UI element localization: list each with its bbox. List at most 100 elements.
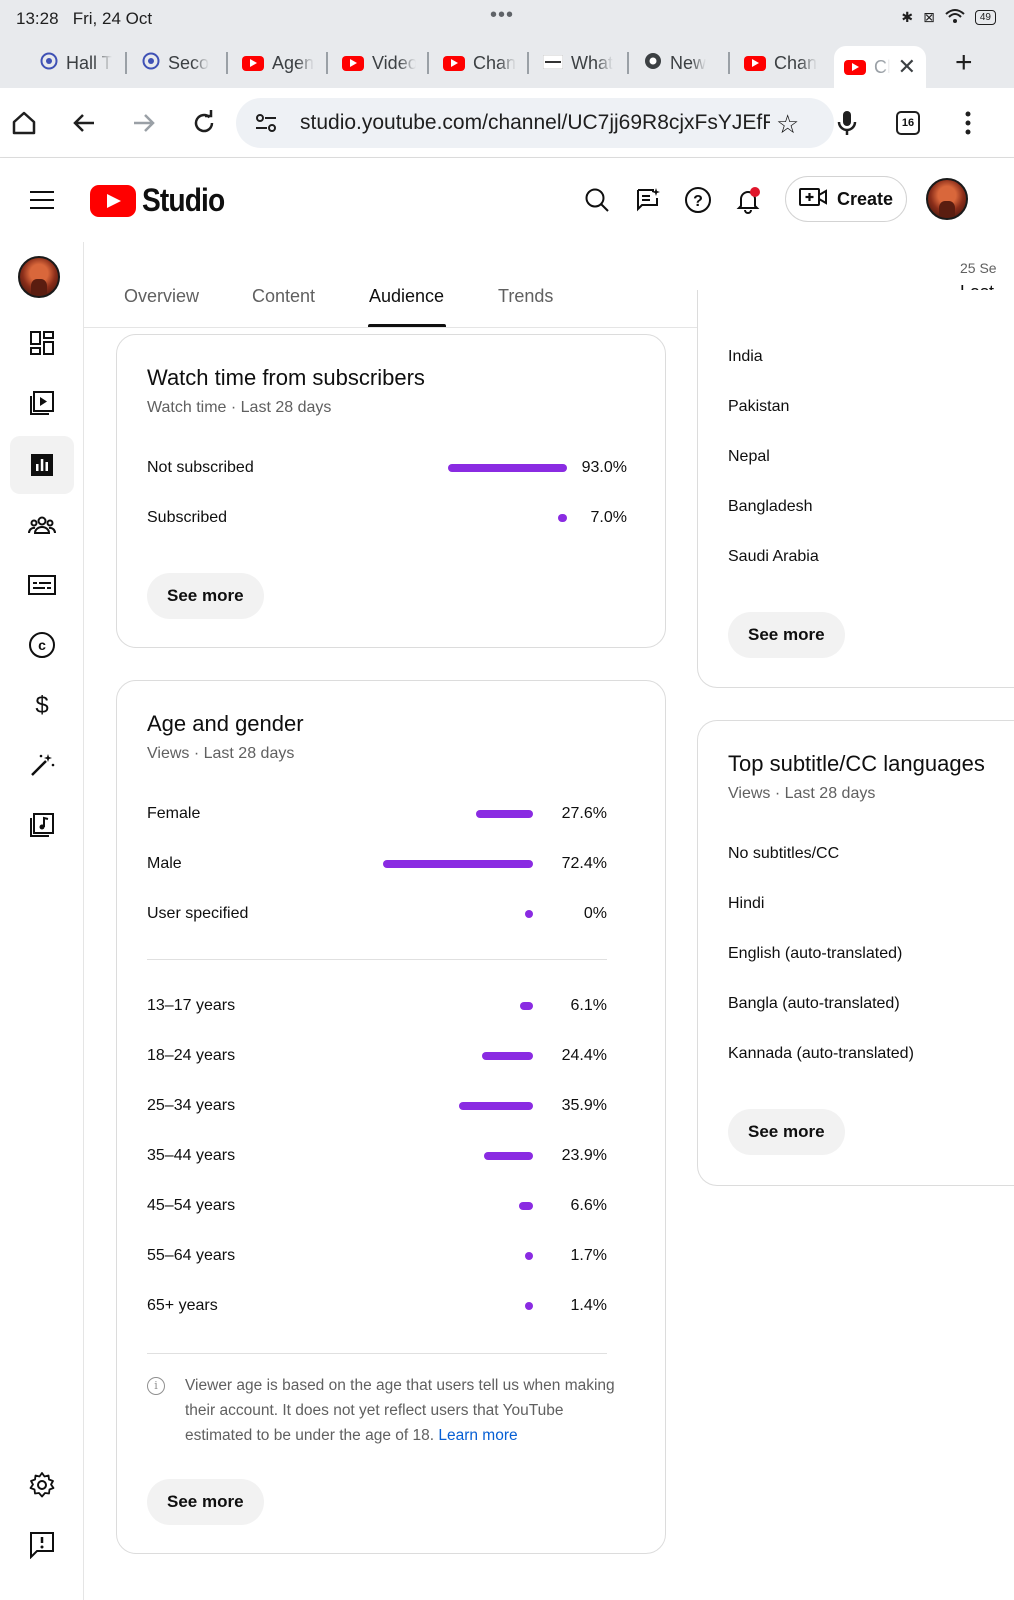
age-value: 1.7% (570, 1247, 607, 1264)
card-title: Top subtitle/CC languages (728, 751, 985, 776)
nav-community-icon[interactable] (10, 496, 74, 554)
top-geographies-card: India Pakistan Nepal Bangladesh Saudi Ar… (697, 290, 1014, 688)
more-menu-icon[interactable] (950, 105, 986, 141)
site-settings-icon[interactable] (254, 112, 278, 139)
battery-icon: 49 (974, 10, 996, 25)
browser-tab-label: Chan (774, 52, 818, 73)
chrome-icon (644, 52, 662, 75)
svg-text:?: ? (693, 193, 703, 210)
svg-text:c: c (38, 637, 46, 653)
studio-logo[interactable]: Studio (90, 182, 236, 219)
nav-settings-gear-icon[interactable] (10, 1456, 74, 1514)
age-label: 45–54 years (147, 1197, 236, 1214)
share-bar (459, 1102, 533, 1110)
age-value: 6.1% (570, 997, 607, 1014)
nav-customization-wand-icon[interactable] (10, 736, 74, 794)
browser-tab[interactable]: Seco (142, 46, 216, 80)
browser-tab[interactable]: Chan (744, 46, 820, 80)
nav-analytics-icon[interactable] (10, 436, 74, 494)
status-time: 13:28 Fri, 24 Oct (16, 9, 153, 28)
see-more-button[interactable]: See more (147, 573, 264, 619)
nav-subtitles-icon[interactable] (10, 556, 74, 614)
browser-tab[interactable]: Chan (443, 46, 517, 80)
microphone-icon[interactable] (829, 105, 865, 141)
youtube-icon (443, 55, 465, 71)
nav-content-icon[interactable] (10, 374, 74, 432)
nav-dashboard-icon[interactable] (10, 314, 74, 372)
tab-trends[interactable]: Trends (498, 286, 554, 306)
share-bar (525, 910, 533, 918)
new-tab-icon[interactable]: + (955, 46, 973, 79)
url-text[interactable]: studio.youtube.com/channel/UC7jj69R8cjxF… (300, 111, 770, 134)
gender-value: 72.4% (561, 855, 607, 872)
browser-tab-active[interactable]: Ch ✕ (834, 46, 926, 88)
share-bar (525, 1302, 533, 1310)
browser-tab[interactable]: Video (342, 46, 416, 80)
gender-value: 0% (583, 905, 607, 922)
age-value: 6.6% (570, 1197, 607, 1214)
browser-tab[interactable]: Agen (242, 46, 316, 80)
browser-tab-label: Hall T (66, 52, 112, 73)
age-label: 65+ years (147, 1297, 218, 1314)
share-bar (482, 1052, 533, 1060)
youtube-logo-icon (90, 184, 136, 217)
account-avatar[interactable] (926, 178, 968, 220)
browser-tab[interactable]: New (644, 46, 718, 80)
forward-icon[interactable] (126, 105, 162, 141)
subtitle-languages-card: Top subtitle/CC languages Views · Last 2… (697, 720, 1014, 1186)
globe-icon (40, 52, 58, 75)
nav-copyright-icon[interactable]: c (10, 616, 74, 674)
language-name: Hindi (728, 895, 765, 912)
card-subtitle: Watch time · Last 28 days (147, 399, 332, 416)
note-text: Viewer age is based on the age that user… (185, 1377, 615, 1444)
card-title: Watch time from subscribers (147, 365, 425, 390)
channel-avatar[interactable] (18, 256, 60, 298)
home-icon[interactable] (6, 105, 42, 141)
nav-earn-dollar-icon[interactable]: $ (10, 676, 74, 734)
tab-switcher-button[interactable]: 16 (890, 105, 926, 141)
share-bar (520, 1002, 533, 1010)
country-name: Bangladesh (728, 498, 813, 515)
share-bar (519, 1202, 533, 1210)
notifications-bell-icon[interactable] (728, 180, 768, 220)
sim-icon: ⊠ (923, 9, 935, 25)
back-icon[interactable] (66, 105, 102, 141)
see-more-button[interactable]: See more (147, 1479, 264, 1525)
youtube-icon (242, 55, 264, 71)
svg-text:$: $ (35, 692, 48, 719)
close-tab-icon[interactable]: ✕ (897, 54, 916, 79)
browser-tab-label: New (670, 52, 707, 73)
reload-icon[interactable] (186, 105, 222, 141)
browser-tab[interactable]: Hall T (40, 46, 112, 80)
age-value: 35.9% (561, 1097, 607, 1114)
row-label: Subscribed (147, 509, 228, 526)
see-more-button[interactable]: See more (728, 1109, 845, 1155)
youtube-icon (844, 59, 866, 75)
status-bar: 13:28 Fri, 24 Oct ••• ✱ ⊠ 49 (0, 0, 1014, 38)
bookmark-star-icon[interactable]: ☆ (776, 109, 800, 139)
tab-content[interactable]: Content (252, 286, 316, 306)
share-bar (484, 1152, 533, 1160)
browser-tab[interactable]: What (543, 46, 617, 80)
see-more-button[interactable]: See more (728, 612, 845, 658)
nav-send-feedback-icon[interactable] (10, 1516, 74, 1574)
learn-more-link[interactable]: Learn more (438, 1427, 518, 1444)
language-name: Kannada (auto-translated) (728, 1045, 914, 1062)
info-icon[interactable]: i (147, 1377, 165, 1395)
multitask-dots-icon[interactable]: ••• (490, 4, 515, 26)
tab-audience[interactable]: Audience (369, 286, 445, 306)
create-button[interactable]: Create (785, 176, 907, 222)
help-icon[interactable]: ? (678, 180, 718, 220)
nav-audio-library-icon[interactable] (10, 796, 74, 854)
analytics-tabs: Overview Content Audience Trends 25 Se L… (84, 242, 1014, 328)
browser-toolbar: studio.youtube.com/channel/UC7jj69R8cjxF… (0, 88, 1014, 158)
feedback-comment-icon[interactable] (628, 180, 668, 220)
bluetooth-icon: ✱ (901, 9, 914, 25)
search-icon[interactable] (577, 180, 617, 220)
address-bar[interactable]: studio.youtube.com/channel/UC7jj69R8cjxF… (236, 98, 834, 148)
tab-overview[interactable]: Overview (124, 286, 200, 306)
watch-time-subscribers-card: Watch time from subscribers Watch time ·… (116, 334, 666, 648)
country-name: Nepal (728, 448, 770, 465)
age-label: 35–44 years (147, 1147, 236, 1164)
hamburger-menu-icon[interactable] (22, 180, 62, 220)
